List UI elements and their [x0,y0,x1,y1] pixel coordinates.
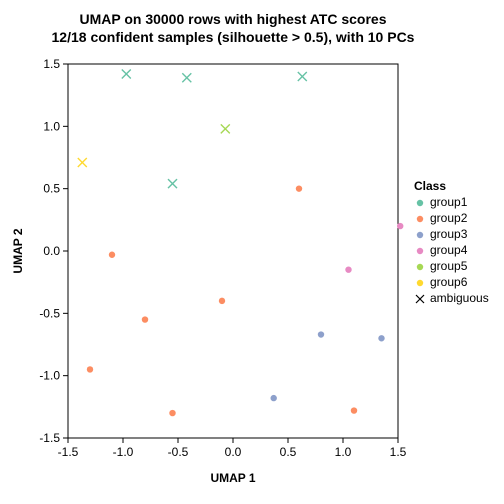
legend-swatch-dot [417,264,423,270]
legend-label: group4 [430,243,468,257]
data-point-dot [345,267,351,273]
x-tick-label: -0.5 [168,445,189,459]
x-axis-label: UMAP 1 [210,471,255,485]
data-point-cross [168,179,177,188]
data-point-dot [296,185,302,191]
legend-label: group2 [430,211,468,225]
chart-title-line1: UMAP on 30000 rows with highest ATC scor… [79,11,386,27]
y-tick-label: 0.5 [43,182,60,196]
data-point-dot [109,252,115,258]
chart-title-line2: 12/18 confident samples (silhouette > 0.… [52,29,415,45]
y-tick-label: -0.5 [39,306,60,320]
legend-label: group1 [430,195,468,209]
chart-svg: UMAP on 30000 rows with highest ATC scor… [0,0,504,504]
legend-swatch-dot [417,280,423,286]
data-point-dot [397,223,403,229]
data-point-dot [142,316,148,322]
legend-label: ambiguous [430,291,489,305]
data-point-dot [87,366,93,372]
data-point-cross [298,72,307,81]
x-tick-label: 0.5 [280,445,297,459]
legend-label: group6 [430,275,468,289]
legend-swatch-dot [417,248,423,254]
y-axis-label: UMAP 2 [11,228,25,273]
data-point-cross [182,73,191,82]
x-tick-label: -1.0 [113,445,134,459]
legend-swatch-cross [416,295,424,303]
legend-title: Class [414,179,446,193]
data-point-dot [378,335,384,341]
data-point-cross [78,158,87,167]
x-tick-label: 1.5 [390,445,407,459]
data-point-dot [169,410,175,416]
y-tick-label: 1.0 [43,119,60,133]
legend-swatch-dot [417,200,423,206]
x-tick-label: 0.0 [225,445,242,459]
y-tick-label: -1.0 [39,369,60,383]
legend-label: group5 [430,259,468,273]
data-point-cross [221,124,230,133]
y-tick-label: 1.5 [43,57,60,71]
x-tick-label: 1.0 [335,445,352,459]
data-point-dot [271,395,277,401]
data-point-dot [318,331,324,337]
data-point-dot [351,407,357,413]
data-point-cross [122,69,131,78]
plot-frame [68,64,398,438]
x-tick-label: -1.5 [58,445,79,459]
y-tick-label: 0.0 [43,244,60,258]
legend-swatch-dot [417,232,423,238]
legend-label: group3 [430,227,468,241]
y-tick-label: -1.5 [39,431,60,445]
legend-swatch-dot [417,216,423,222]
chart-container: UMAP on 30000 rows with highest ATC scor… [0,0,504,504]
data-point-dot [219,298,225,304]
